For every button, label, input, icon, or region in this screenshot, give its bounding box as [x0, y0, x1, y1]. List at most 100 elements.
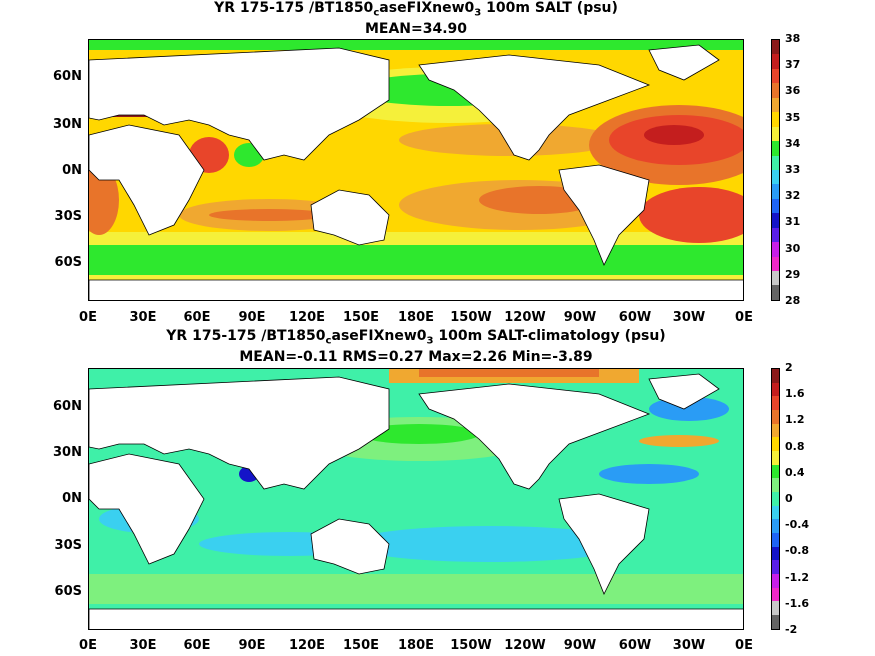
colorbar-swatch: [772, 213, 779, 228]
colorbar-label: 33: [785, 163, 801, 176]
colorbar-swatch: [772, 423, 779, 438]
y-label: 30S: [54, 209, 82, 224]
colorbar-swatch: [772, 242, 779, 257]
y-label: 0N: [62, 491, 82, 506]
x-label: 120E: [288, 638, 326, 653]
x-label: 0E: [79, 638, 97, 653]
x-label: 60W: [618, 638, 652, 653]
colorbar-swatch: [772, 256, 779, 271]
colorbar-swatch: [772, 126, 779, 142]
colorbar-swatch: [772, 615, 779, 629]
colorbar-swatch: [772, 68, 779, 84]
salinity-colorbar: [771, 39, 780, 301]
colorbar-swatch: [772, 369, 779, 383]
x-label: 90W: [563, 638, 597, 653]
colorbar-swatch: [772, 410, 779, 424]
colorbar-label: 38: [785, 32, 801, 45]
panel2-subtitle: MEAN=-0.11 RMS=0.27 Max=2.26 Min=-3.89: [239, 349, 593, 365]
colorbar-swatch: [772, 587, 779, 602]
colorbar-swatch: [772, 285, 779, 300]
x-label: 90E: [238, 638, 266, 653]
colorbar-label: 0: [785, 492, 793, 505]
colorbar-label: 35: [785, 110, 801, 124]
panel1-subtitle: MEAN=34.90: [364, 21, 468, 37]
x-label: 0E: [79, 310, 97, 325]
colorbar-swatch: [772, 533, 779, 547]
x-label: 60W: [618, 310, 652, 325]
colorbar-label: 28: [785, 294, 801, 307]
colorbar-label: 37: [785, 58, 801, 72]
colorbar-swatch: [772, 97, 779, 113]
colorbar-swatch: [772, 112, 779, 127]
x-label: 30E: [129, 310, 157, 325]
colorbar-label: 36: [785, 84, 801, 98]
colorbar-label: 29: [785, 267, 801, 281]
colorbar-swatch: [772, 601, 779, 616]
colorbar-swatch: [772, 198, 779, 214]
x-label: 120E: [288, 310, 326, 325]
colorbar-swatch: [772, 271, 779, 286]
anomaly-colorbar: [771, 368, 780, 630]
colorbar-label: 2: [785, 361, 793, 374]
colorbar-swatch: [772, 478, 779, 493]
colorbar-label: 1.6: [785, 387, 805, 401]
y-label: 30N: [53, 117, 82, 132]
x-label: 150W: [450, 638, 492, 653]
x-label: 120W: [504, 638, 546, 653]
y-label: 30S: [54, 538, 82, 553]
colorbar-label: -0.8: [785, 544, 810, 558]
y-label: 60N: [53, 69, 82, 84]
x-label: 30W: [672, 638, 706, 653]
y-label: 60N: [53, 399, 82, 414]
colorbar-swatch: [772, 546, 779, 561]
panel1-title: YR 175-175 /BT1850caseFIXnew03 100m SALT…: [214, 0, 618, 19]
colorbar-swatch: [772, 169, 779, 185]
colorbar-swatch: [772, 560, 779, 575]
x-label: 30E: [129, 638, 157, 653]
colorbar-swatch: [772, 396, 779, 411]
y-label: 60S: [54, 255, 82, 270]
x-label: 120W: [504, 310, 546, 325]
y-label: 30N: [53, 445, 82, 460]
x-label: 30W: [672, 310, 706, 325]
colorbar-swatch: [772, 184, 779, 199]
x-label: 180E: [397, 638, 435, 653]
x-label: 150E: [342, 638, 380, 653]
colorbar-swatch: [772, 155, 779, 170]
x-label: 90W: [563, 310, 597, 325]
colorbar-label: -2: [785, 623, 798, 636]
colorbar-label: 1.2: [785, 413, 805, 427]
colorbar-label: -1.6: [785, 596, 810, 610]
colorbar-label: 34: [785, 136, 801, 150]
x-label: 60E: [183, 310, 211, 325]
salinity-map: [88, 39, 744, 301]
colorbar-swatch: [772, 227, 779, 243]
y-label: 0N: [62, 163, 82, 178]
colorbar-swatch: [772, 464, 779, 479]
colorbar-label: 30: [785, 241, 801, 255]
colorbar-swatch: [772, 54, 779, 69]
colorbar-label: -1.2: [785, 570, 810, 584]
colorbar-swatch: [772, 519, 779, 534]
anomaly-map: [88, 368, 744, 630]
colorbar-label: 0.8: [785, 439, 805, 453]
colorbar-swatch: [772, 505, 779, 520]
colorbar-swatch: [772, 451, 779, 465]
colorbar-swatch: [772, 83, 779, 98]
colorbar-label: -0.4: [785, 518, 810, 532]
colorbar-swatch: [772, 141, 779, 156]
colorbar-swatch: [772, 492, 779, 506]
panel2-title: YR 175-175 /BT1850caseFIXnew03 100m SALT…: [166, 328, 666, 347]
x-label: 180E: [397, 310, 435, 325]
colorbar-swatch: [772, 437, 779, 452]
y-label: 60S: [54, 584, 82, 599]
colorbar-swatch: [772, 574, 779, 588]
x-label: 0E: [735, 638, 753, 653]
x-label: 150E: [342, 310, 380, 325]
colorbar-swatch: [772, 40, 779, 55]
x-label: 90E: [238, 310, 266, 325]
colorbar-label: 31: [785, 215, 801, 229]
colorbar-label: 32: [785, 189, 801, 203]
colorbar-label: 0.4: [785, 465, 805, 479]
x-label: 0E: [735, 310, 753, 325]
